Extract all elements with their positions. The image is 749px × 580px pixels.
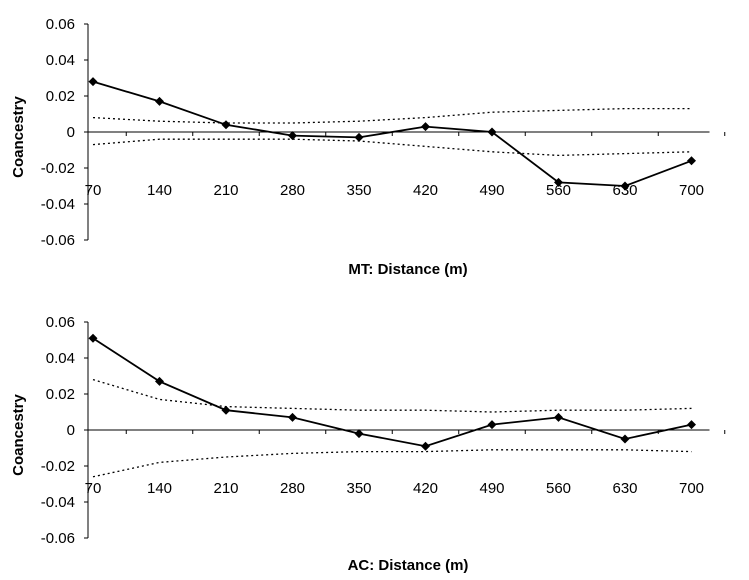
x-tick-label: 420 bbox=[413, 182, 438, 199]
y-tick-label: 0 bbox=[67, 422, 75, 439]
chart-2: -0.06 -0.04 -0.02 0 0.02 0.04 0.06 70 140 210 280 3… bbox=[10, 314, 726, 574]
x-tick-label: 560 bbox=[546, 182, 571, 199]
x-tick-label: 630 bbox=[612, 480, 637, 497]
data-point-marker bbox=[620, 181, 630, 191]
x-tick-label: 210 bbox=[213, 182, 238, 199]
data-point-marker bbox=[354, 429, 364, 439]
data-point-marker bbox=[687, 156, 696, 166]
x-tick-label: 70 bbox=[85, 480, 102, 497]
x-axis-title: MT: Distance (m) bbox=[348, 261, 467, 278]
x-tick-label: 280 bbox=[280, 480, 305, 497]
x-tick-label: 420 bbox=[413, 480, 438, 497]
x-tick-label: 560 bbox=[546, 480, 571, 497]
data-point-marker bbox=[487, 420, 497, 430]
x-tick-label: 490 bbox=[479, 480, 504, 497]
confidence-limit-line bbox=[92, 449, 692, 478]
y-tick-label: -0.02 bbox=[41, 458, 75, 475]
x-tick-label: 700 bbox=[679, 480, 704, 497]
x-tick-label: 280 bbox=[280, 182, 305, 199]
confidence-limit-line bbox=[92, 138, 692, 157]
x-tick-label: 140 bbox=[147, 480, 172, 497]
data-point-marker bbox=[221, 120, 231, 130]
x-axis-title: AC: Distance (m) bbox=[348, 557, 469, 574]
data-point-marker bbox=[620, 434, 630, 444]
data-point-marker bbox=[155, 96, 164, 106]
x-tick-label: 70 bbox=[85, 182, 102, 199]
data-point-marker bbox=[221, 405, 231, 415]
x-tick-label: 140 bbox=[147, 182, 172, 199]
data-point-marker bbox=[421, 441, 430, 451]
data-point-marker bbox=[288, 412, 297, 422]
y-tick-label: 0 bbox=[67, 124, 75, 141]
y-tick-label: -0.06 bbox=[41, 232, 75, 249]
confidence-limit-line bbox=[92, 378, 692, 413]
x-tick-label: 210 bbox=[213, 480, 238, 497]
data-point-marker bbox=[288, 131, 297, 141]
y-tick-label: 0.04 bbox=[46, 52, 75, 69]
y-tick-label: 0.06 bbox=[46, 16, 75, 33]
chart-1: -0.06 -0.04 -0.02 0 0.02 0.04 0.06 70 140 210 280 3… bbox=[10, 16, 726, 278]
y-axis-title: Coancestry bbox=[10, 95, 27, 177]
data-point-marker bbox=[421, 122, 430, 132]
y-axis-title: Coancestry bbox=[10, 393, 27, 475]
data-point-marker bbox=[155, 376, 164, 386]
data-point-marker bbox=[687, 420, 696, 430]
x-tick-label: 350 bbox=[346, 480, 371, 497]
data-point-marker bbox=[88, 333, 98, 343]
y-tick-label: -0.02 bbox=[41, 160, 75, 177]
coancestry-series-line bbox=[92, 80, 692, 187]
y-tick-label: 0.04 bbox=[46, 350, 75, 367]
y-tick-label: 0.06 bbox=[46, 314, 75, 331]
confidence-limit-line bbox=[92, 107, 692, 124]
y-tick-label: -0.04 bbox=[41, 196, 75, 213]
data-point-marker bbox=[487, 127, 497, 137]
y-tick-label: -0.06 bbox=[41, 530, 75, 547]
y-tick-label: -0.04 bbox=[41, 494, 75, 511]
data-point-marker bbox=[554, 177, 563, 187]
data-point-marker bbox=[354, 132, 364, 142]
data-point-marker bbox=[88, 77, 98, 87]
data-point-marker bbox=[554, 412, 563, 422]
x-tick-label: 700 bbox=[679, 182, 704, 199]
coancestry-series-line bbox=[92, 337, 692, 448]
x-tick-label: 490 bbox=[479, 182, 504, 199]
y-tick-label: 0.02 bbox=[46, 386, 75, 403]
x-tick-label: 350 bbox=[346, 182, 371, 199]
y-tick-label: 0.02 bbox=[46, 88, 75, 105]
